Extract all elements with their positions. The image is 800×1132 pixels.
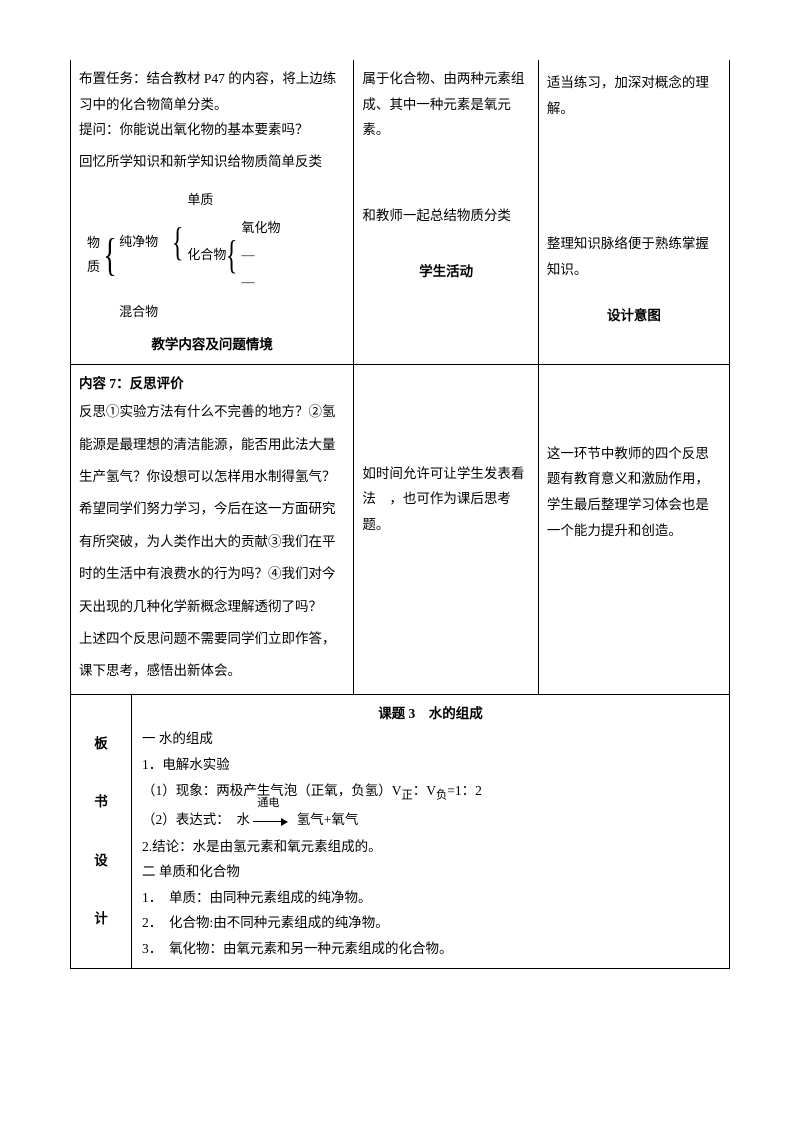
l3b: =1：2 — [447, 783, 482, 798]
tree-dash2: — — [240, 269, 283, 296]
r2c1-body: 反思①实验方法有什么不完善的地方？②氢能源是最理想的清洁能源，能否用此法大量生产… — [79, 396, 345, 623]
tree-a1: 单质 — [187, 188, 213, 213]
brace-1: { — [103, 232, 116, 278]
brace-2: { — [172, 222, 184, 262]
board-l6: 二 单质和化合物 — [142, 859, 719, 885]
r2c1-tail: 上述四个反思问题不需要同学们立即作答，课下思考，感悟出新体会。 — [79, 623, 345, 688]
tree-b: 混合物 — [117, 299, 290, 326]
board-l7: 1． 单质：由同种元素组成的纯净物。 — [142, 885, 719, 911]
l3s2: 负 — [436, 789, 447, 801]
page: 布置任务：结合教材 P47 的内容，将上边练习中的化合物简单分类。 提问：你能说… — [0, 0, 800, 1009]
board-l9: 3． 氧化物：由氧元素和另一种元素组成的化合物。 — [142, 936, 719, 962]
l3s1: 正 — [402, 789, 413, 801]
board-cell: 板 书 设 计 课题 3 水的组成 一 水的组成 1．电解水实验 （1）现象：两… — [71, 694, 730, 968]
r1c3: 适当练习，加深对概念的理解。 整理知识脉络便于熟练掌握知识。 设计意图 — [538, 60, 729, 364]
brace-3: { — [226, 235, 238, 275]
r2c2-body: 如时间允许可让学生发表看法 ，也可作为课后思考题。 — [362, 461, 530, 538]
board-l3: （1）现象：两极产生气泡（正氧，负氢）V正：V负=1：2 — [142, 778, 719, 807]
board-l1: 一 水的组成 — [142, 726, 719, 752]
bs0: 板 — [94, 731, 108, 757]
r2c1: 内容 7：反思评价 反思①实验方法有什么不完善的地方？②氢能源是最理想的清洁能源… — [71, 364, 354, 694]
r1c1-p2: 提问：你能说出氧化物的基本要素吗？ — [79, 117, 345, 143]
r1c1: 布置任务：结合教材 P47 的内容，将上边练习中的化合物简单分类。 提问：你能说… — [71, 60, 354, 364]
row-1: 布置任务：结合教材 P47 的内容，将上边练习中的化合物简单分类。 提问：你能说… — [71, 60, 730, 364]
r1c1-p1: 布置任务：结合教材 P47 的内容，将上边练习中的化合物简单分类。 — [79, 66, 345, 117]
board-l8: 2． 化合物:由不同种元素组成的纯净物。 — [142, 910, 719, 936]
arrow-icon: 通电 — [253, 808, 293, 834]
tree-root: 物质 — [87, 231, 101, 280]
row-board: 板 书 设 计 课题 3 水的组成 一 水的组成 1．电解水实验 （1）现象：两… — [71, 694, 730, 968]
r2-title: 内容 7：反思评价 — [79, 371, 345, 397]
r1c2-p2: 和教师一起总结物质分类 — [362, 203, 530, 229]
board-side: 板 书 设 计 — [71, 695, 132, 968]
board-l5: 2.结论：水是由氢元素和氧元素组成的。 — [142, 834, 719, 860]
tree-dash1: — — [240, 242, 283, 269]
l3m: ：V — [413, 783, 436, 798]
lesson-table: 布置任务：结合教材 P47 的内容，将上边练习中的化合物简单分类。 提问：你能说… — [70, 60, 730, 969]
r1c2: 属于化合物、由两种元素组成、其中一种元素是氧元素。 和教师一起总结物质分类 学生… — [354, 60, 539, 364]
header-c3: 设计意图 — [547, 303, 721, 329]
r2c3: 这一环节中教师的四个反思题有教育意义和激励作用，学生最后整理学习体会也是一个能力… — [538, 364, 729, 694]
r2c3-body: 这一环节中教师的四个反思题有教育意义和激励作用，学生最后整理学习体会也是一个能力… — [547, 441, 721, 544]
board-title: 课题 3 水的组成 — [142, 701, 719, 727]
r1c1-p3: 回忆所学知识和新学知识给物质简单反类 — [79, 149, 345, 175]
board-l2: 1．电解水实验 — [142, 752, 719, 778]
header-c2: 学生活动 — [362, 259, 530, 285]
bs3: 计 — [94, 906, 108, 932]
row-2: 内容 7：反思评价 反思①实验方法有什么不完善的地方？②氢能源是最理想的清洁能源… — [71, 364, 730, 694]
bs2: 设 — [94, 848, 108, 874]
tree-a: 纯净物 — [119, 230, 158, 255]
board-content: 课题 3 水的组成 一 水的组成 1．电解水实验 （1）现象：两极产生气泡（正氧… — [132, 695, 729, 968]
r1c3-p1: 适当练习，加深对概念的理解。 — [547, 70, 721, 121]
l4a: （2）表达式： 水 — [142, 812, 250, 827]
substance-tree: 物质 { 纯净物 { 单质 化合物 { — [87, 185, 345, 326]
r2c2: 如时间允许可让学生发表看法 ，也可作为课后思考题。 — [354, 364, 539, 694]
tree-a2: 化合物 — [187, 243, 226, 268]
tree-a2x: 氧化物 — [240, 215, 283, 242]
r1c3-p2: 整理知识脉络便于熟练掌握知识。 — [547, 231, 721, 282]
l4b: 氢气+氧气 — [297, 812, 359, 827]
bs1: 书 — [94, 789, 108, 815]
board-l4: （2）表达式： 水 通电 氢气+氧气 — [142, 807, 719, 834]
header-c1: 教学内容及问题情境 — [79, 332, 345, 358]
r1c2-p1: 属于化合物、由两种元素组成、其中一种元素是氧元素。 — [362, 66, 530, 143]
arrow-label: 通电 — [257, 793, 279, 814]
